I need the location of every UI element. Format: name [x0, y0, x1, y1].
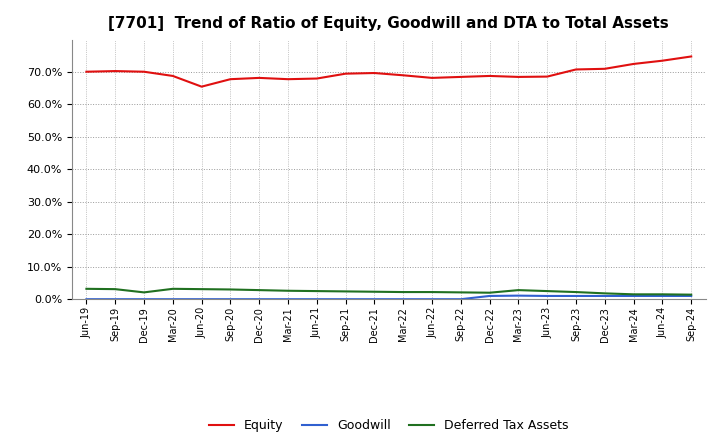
Deferred Tax Assets — [284, 288, 292, 293]
Goodwill — [399, 297, 408, 302]
Deferred Tax Assets — [82, 286, 91, 291]
Equity — [456, 74, 465, 80]
Goodwill — [629, 293, 638, 299]
Equity — [82, 69, 91, 74]
Deferred Tax Assets — [629, 292, 638, 297]
Equity — [687, 54, 696, 59]
Deferred Tax Assets — [543, 289, 552, 294]
Deferred Tax Assets — [255, 287, 264, 293]
Goodwill — [428, 297, 436, 302]
Line: Deferred Tax Assets: Deferred Tax Assets — [86, 289, 691, 295]
Deferred Tax Assets — [111, 286, 120, 292]
Title: [7701]  Trend of Ratio of Equity, Goodwill and DTA to Total Assets: [7701] Trend of Ratio of Equity, Goodwil… — [109, 16, 669, 32]
Goodwill — [687, 293, 696, 299]
Goodwill — [370, 297, 379, 302]
Goodwill — [168, 297, 177, 302]
Deferred Tax Assets — [485, 290, 494, 295]
Deferred Tax Assets — [140, 290, 148, 295]
Deferred Tax Assets — [399, 290, 408, 295]
Equity — [514, 74, 523, 80]
Goodwill — [284, 297, 292, 302]
Equity — [312, 76, 321, 81]
Deferred Tax Assets — [341, 289, 350, 294]
Deferred Tax Assets — [168, 286, 177, 291]
Goodwill — [197, 297, 206, 302]
Goodwill — [543, 293, 552, 299]
Goodwill — [514, 293, 523, 298]
Deferred Tax Assets — [572, 290, 580, 295]
Deferred Tax Assets — [428, 290, 436, 295]
Line: Goodwill: Goodwill — [86, 296, 691, 299]
Goodwill — [658, 293, 667, 299]
Equity — [284, 77, 292, 82]
Deferred Tax Assets — [370, 289, 379, 294]
Goodwill — [600, 293, 609, 299]
Equity — [658, 58, 667, 63]
Goodwill — [82, 297, 91, 302]
Equity — [140, 69, 148, 74]
Goodwill — [572, 293, 580, 299]
Deferred Tax Assets — [658, 292, 667, 297]
Equity — [341, 71, 350, 76]
Goodwill — [456, 297, 465, 302]
Equity — [255, 75, 264, 81]
Equity — [485, 73, 494, 79]
Goodwill — [485, 293, 494, 299]
Goodwill — [255, 297, 264, 302]
Equity — [543, 74, 552, 79]
Deferred Tax Assets — [197, 286, 206, 292]
Equity — [197, 84, 206, 89]
Equity — [428, 75, 436, 81]
Equity — [370, 70, 379, 76]
Equity — [226, 77, 235, 82]
Line: Equity: Equity — [86, 56, 691, 87]
Equity — [572, 67, 580, 72]
Equity — [629, 61, 638, 66]
Goodwill — [341, 297, 350, 302]
Goodwill — [111, 297, 120, 302]
Equity — [111, 69, 120, 74]
Deferred Tax Assets — [456, 290, 465, 295]
Equity — [168, 73, 177, 79]
Equity — [600, 66, 609, 71]
Deferred Tax Assets — [600, 291, 609, 296]
Goodwill — [140, 297, 148, 302]
Deferred Tax Assets — [687, 292, 696, 297]
Deferred Tax Assets — [226, 287, 235, 292]
Deferred Tax Assets — [514, 287, 523, 293]
Deferred Tax Assets — [312, 289, 321, 294]
Goodwill — [226, 297, 235, 302]
Equity — [399, 73, 408, 78]
Legend: Equity, Goodwill, Deferred Tax Assets: Equity, Goodwill, Deferred Tax Assets — [204, 414, 574, 437]
Goodwill — [312, 297, 321, 302]
